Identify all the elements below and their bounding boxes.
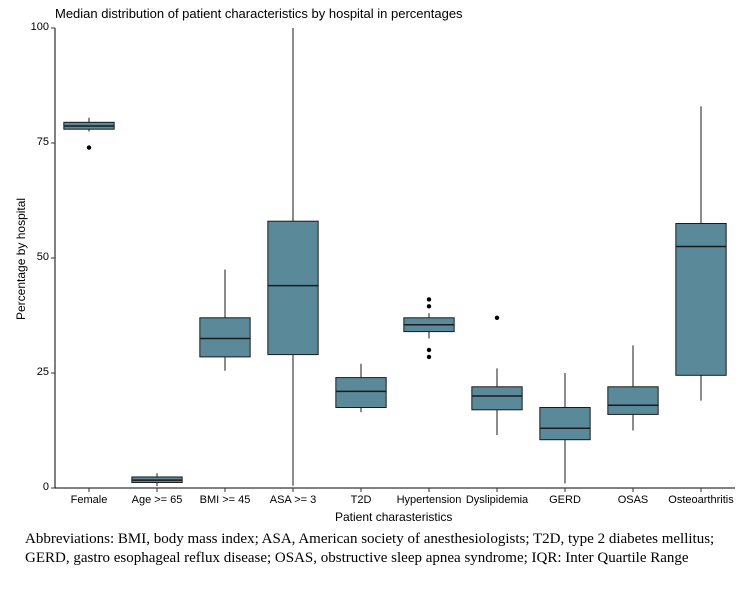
y-tick-label: 75	[21, 136, 49, 148]
x-tick-label: OSAS	[599, 494, 667, 506]
x-tick-label: GERD	[531, 494, 599, 506]
figure-caption: Abbreviations: BMI, body mass index; ASA…	[25, 530, 725, 568]
x-tick-label: ASA >= 3	[259, 494, 327, 506]
x-tick-label: T2D	[327, 494, 395, 506]
y-tick-label: 0	[21, 481, 49, 493]
x-tick-label: Age >= 65	[123, 494, 191, 506]
y-tick-label: 100	[21, 21, 49, 33]
figure-container: Median distribution of patient character…	[0, 0, 750, 594]
y-tick-label: 25	[21, 366, 49, 378]
x-tick-label: BMI >= 45	[191, 494, 259, 506]
x-tick-label: Hypertension	[395, 494, 463, 506]
y-tick-label: 50	[21, 251, 49, 263]
boxplot-svg	[0, 0, 750, 530]
x-tick-label: Female	[55, 494, 123, 506]
x-axis-label: Patient charasteristics	[335, 510, 452, 524]
x-tick-label: Osteoarthritis	[667, 494, 735, 506]
x-tick-label: Dyslipidemia	[463, 494, 531, 506]
